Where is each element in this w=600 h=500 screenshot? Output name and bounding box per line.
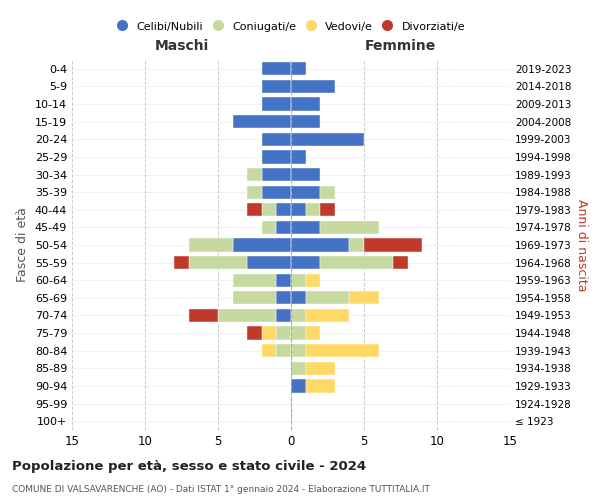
Bar xyxy=(305,344,379,358)
Bar xyxy=(262,203,277,216)
Bar xyxy=(233,115,291,128)
Legend: Celibi/Nubili, Coniugati/e, Vedovi/e, Divorziati/e: Celibi/Nubili, Coniugati/e, Vedovi/e, Di… xyxy=(113,18,469,35)
Bar xyxy=(277,291,291,304)
Bar xyxy=(349,238,364,252)
Bar xyxy=(189,309,218,322)
Bar xyxy=(320,221,379,234)
Bar xyxy=(305,326,320,340)
Bar xyxy=(305,309,349,322)
Bar xyxy=(277,274,291,287)
Bar xyxy=(291,274,305,287)
Bar xyxy=(262,326,277,340)
Bar xyxy=(277,221,291,234)
Bar xyxy=(262,98,291,110)
Bar xyxy=(291,238,349,252)
Bar xyxy=(291,362,305,375)
Bar xyxy=(305,203,320,216)
Bar xyxy=(305,362,335,375)
Bar xyxy=(247,203,262,216)
Bar xyxy=(291,132,364,146)
Bar xyxy=(233,291,277,304)
Bar xyxy=(262,80,291,93)
Bar xyxy=(305,291,349,304)
Bar xyxy=(189,256,247,269)
Bar xyxy=(262,221,277,234)
Bar xyxy=(364,238,422,252)
Y-axis label: Anni di nascita: Anni di nascita xyxy=(575,198,588,291)
Y-axis label: Fasce di età: Fasce di età xyxy=(16,208,29,282)
Text: Popolazione per età, sesso e stato civile - 2024: Popolazione per età, sesso e stato civil… xyxy=(12,460,366,473)
Bar xyxy=(291,98,320,110)
Bar xyxy=(291,115,320,128)
Bar xyxy=(277,344,291,358)
Text: Femmine: Femmine xyxy=(365,38,436,52)
Bar xyxy=(291,291,305,304)
Bar xyxy=(262,62,291,76)
Bar xyxy=(291,150,305,164)
Bar xyxy=(218,309,277,322)
Bar xyxy=(305,380,335,392)
Bar xyxy=(277,309,291,322)
Bar xyxy=(277,203,291,216)
Bar xyxy=(277,326,291,340)
Bar xyxy=(233,238,291,252)
Bar xyxy=(247,168,262,181)
Text: Maschi: Maschi xyxy=(154,38,209,52)
Bar xyxy=(174,256,189,269)
Bar xyxy=(291,186,320,198)
Bar xyxy=(247,186,262,198)
Bar xyxy=(349,291,379,304)
Bar xyxy=(262,344,277,358)
Bar xyxy=(393,256,408,269)
Bar xyxy=(262,132,291,146)
Bar xyxy=(291,221,320,234)
Bar xyxy=(189,238,233,252)
Bar xyxy=(291,380,305,392)
Bar xyxy=(291,203,305,216)
Bar xyxy=(247,256,291,269)
Text: COMUNE DI VALSAVARENCHE (AO) - Dati ISTAT 1° gennaio 2024 - Elaborazione TUTTITA: COMUNE DI VALSAVARENCHE (AO) - Dati ISTA… xyxy=(12,485,430,494)
Bar xyxy=(262,186,291,198)
Bar xyxy=(320,186,335,198)
Bar xyxy=(305,274,320,287)
Bar xyxy=(320,203,335,216)
Bar xyxy=(291,344,305,358)
Bar xyxy=(291,80,335,93)
Bar xyxy=(233,274,277,287)
Bar xyxy=(262,150,291,164)
Bar xyxy=(291,62,305,76)
Bar xyxy=(262,168,291,181)
Bar xyxy=(291,168,320,181)
Bar xyxy=(320,256,393,269)
Bar xyxy=(291,256,320,269)
Bar xyxy=(291,309,305,322)
Bar xyxy=(247,326,262,340)
Bar xyxy=(291,326,305,340)
